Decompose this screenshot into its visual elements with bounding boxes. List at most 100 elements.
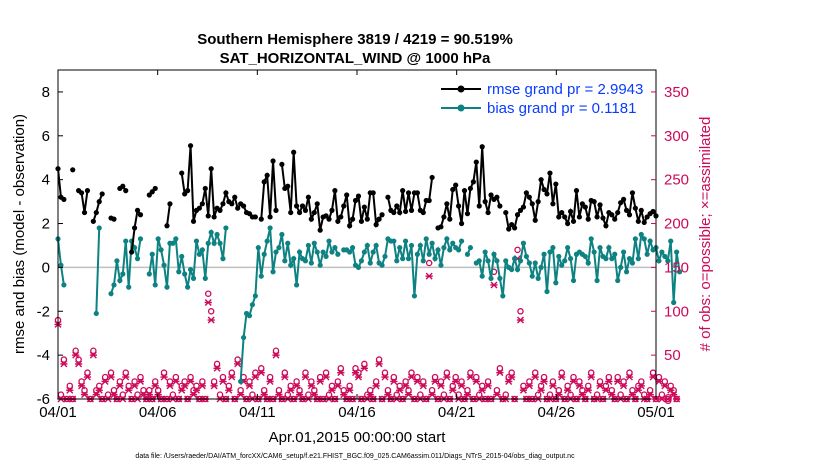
rmse-point [314,201,320,207]
bias-point [411,293,418,299]
obs-assimilated-point [310,391,318,399]
x-axis-label: Apr.01,2015 00:00:00 start [269,429,447,446]
obs-assimilated-point [540,377,548,385]
x-tick-label: 04/26 [538,404,576,421]
rmse-point [562,214,568,220]
obs-possible-point [638,378,645,385]
obs-assimilated-point [210,382,218,390]
rmse-point [217,207,223,213]
rmse-point [332,188,338,194]
obs-assimilated-point [457,382,466,390]
rmse-point [373,222,379,228]
rmse-point [397,209,403,216]
obs-possible-point [266,373,274,381]
rmse-point [187,143,194,149]
bias-point [503,258,509,264]
y-right-tick-label: 200 [664,216,689,233]
obs-possible-point [596,378,604,385]
bias-point [547,249,553,255]
rmse-point [529,201,535,207]
bias-point [541,251,547,257]
bias-point [170,240,176,246]
obs-possible-point [90,347,97,354]
rmse-point [294,203,300,209]
rmse-point [503,209,509,216]
obs-assimilated-point [614,377,622,385]
bias-point [332,245,338,251]
rmse-point [485,209,491,216]
bias-point [641,236,647,242]
obs-possible-point [452,373,459,381]
obs-possible-point [151,378,159,385]
bias-point [426,251,432,257]
obs-assimilated-point [673,395,681,403]
obs-assimilated-point [107,373,115,381]
obs-possible-point [567,391,574,398]
obs-possible-point [249,391,256,398]
bias-point [520,240,527,246]
rmse-point [467,185,474,192]
bias-point [603,256,609,262]
bias-point [656,258,662,264]
rmse-point [111,216,117,222]
x-tick-label: 04/06 [139,404,177,421]
obs-possible-point [228,369,236,376]
obs-possible-point [204,290,212,297]
obs-assimilated-point [307,382,315,390]
obs-assimilated-point [287,386,295,394]
obs-possible-point [81,386,88,394]
bias-point [618,264,624,270]
obs-assimilated-point [225,386,233,394]
x-tick-label: 04/01 [39,404,77,421]
obs-possible-point [549,378,557,385]
bias-point [382,253,388,260]
rmse-point [461,188,468,194]
bias-point [196,251,202,257]
rmse-point [240,203,247,209]
bias-point [526,260,532,266]
obs-assimilated-point [145,391,153,399]
obs-possible-point [281,369,289,376]
obs-assimilated-point [384,391,392,399]
bias-point [429,240,435,246]
obs-possible-point [405,386,412,394]
obs-possible-point [352,365,359,372]
rmse-point [391,209,397,216]
obs-possible-point [311,386,318,394]
bias-point [370,249,376,255]
obs-assimilated-point [525,382,533,390]
rmse-point [597,202,603,208]
bias-point [249,302,256,308]
obs-assimilated-point [587,373,595,381]
obs-assimilated-point [466,373,475,381]
obs-assimilated-point [351,369,360,377]
obs-possible-point [66,382,74,390]
obs-assimilated-point [396,386,404,394]
rmse-point [603,223,609,229]
y-tick-label: -6 [37,391,50,408]
obs-assimilated-point [172,377,180,385]
bias-point [612,251,618,257]
y-right-tick-label: 300 [664,128,689,145]
bias-point [367,260,373,266]
obs-assimilated-point [281,373,289,381]
bias-point [311,240,317,246]
chart-subtitle: SAT_HORIZONTAL_WIND @ 1000 hPa [220,50,491,67]
rmse-point [308,216,314,222]
bias-point [562,258,568,264]
rmse-point [626,212,633,218]
obs-possible-point [508,369,515,376]
bias-point [588,236,594,242]
obs-assimilated-point [372,382,380,390]
rmse-point [264,172,270,178]
bias-point [550,245,556,251]
obs-assimilated-point [178,386,186,394]
obs-possible-point [169,391,177,398]
rmse-point [84,188,91,194]
bias-point [665,258,671,264]
obs-possible-point [75,356,82,363]
obs-possible-point [484,378,492,385]
bias-point [597,245,603,251]
obs-possible-point [496,365,504,372]
rmse-point [329,207,335,213]
